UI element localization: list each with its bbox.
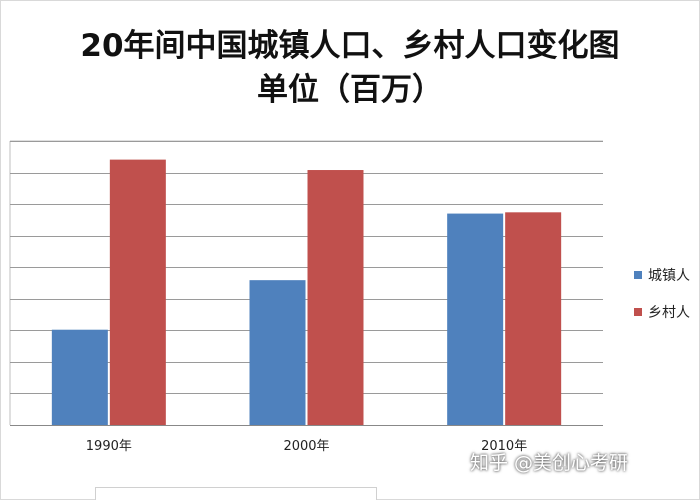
chart-title-line2: 单位（百万） <box>257 72 443 108</box>
chart-title-line1: 20年间中国城镇人口、乡村人口变化图 <box>80 28 620 64</box>
bar <box>249 280 306 425</box>
bar <box>447 213 504 425</box>
legend-label: 城镇人 <box>648 268 690 284</box>
legend-swatch <box>634 271 642 279</box>
x-tick-label: 2010年 <box>481 439 527 454</box>
legend-label: 乡村人 <box>648 305 690 321</box>
legend-swatch <box>634 308 642 316</box>
bottom-box <box>95 487 377 500</box>
bar <box>109 159 166 425</box>
chart-title: 20年间中国城镇人口、乡村人口变化图 单位（百万） <box>0 24 700 112</box>
x-tick-label: 1990年 <box>86 439 132 454</box>
x-tick-label: 2000年 <box>283 439 329 454</box>
bar <box>505 212 562 425</box>
bar <box>51 329 108 425</box>
bar <box>307 170 364 425</box>
watermark: 知乎 @美创心考研 <box>470 452 629 474</box>
